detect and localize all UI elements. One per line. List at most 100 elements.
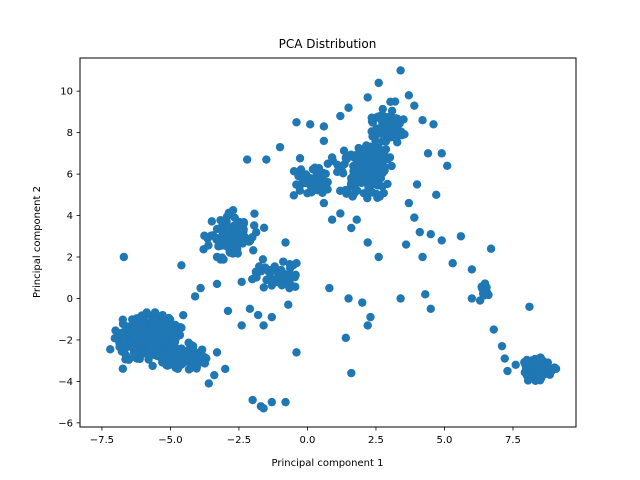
data-point	[500, 354, 509, 363]
data-point	[144, 329, 153, 338]
data-point	[305, 120, 315, 129]
y-tick-label: 8	[67, 128, 73, 139]
data-point	[363, 93, 372, 102]
data-point	[396, 66, 405, 75]
y-tick-label: −6	[58, 418, 73, 429]
data-point	[456, 232, 466, 241]
data-point	[489, 325, 498, 334]
data-point	[279, 257, 288, 266]
data-point	[292, 118, 301, 127]
data-point	[365, 174, 375, 184]
data-point	[379, 163, 388, 173]
scatter-points	[106, 66, 561, 413]
data-point	[387, 161, 396, 171]
y-tick-label: −2	[58, 335, 73, 346]
data-point	[212, 252, 222, 262]
data-point	[363, 193, 372, 203]
data-point	[374, 78, 383, 88]
data-point	[281, 238, 290, 247]
data-point	[374, 252, 383, 262]
x-tick-label: 0.0	[299, 435, 315, 446]
data-point	[353, 157, 363, 167]
data-point	[237, 231, 246, 241]
data-point	[341, 333, 351, 343]
data-point	[366, 142, 375, 151]
data-point	[106, 345, 115, 354]
x-tick-label: 5.0	[437, 435, 453, 446]
data-point	[295, 154, 305, 163]
data-point	[327, 215, 337, 224]
data-point	[467, 294, 477, 303]
data-point	[437, 149, 446, 158]
data-point	[258, 255, 268, 264]
data-point	[135, 354, 144, 364]
data-point	[353, 170, 362, 180]
data-point	[271, 275, 280, 285]
data-point	[281, 397, 290, 407]
data-point	[426, 304, 435, 314]
data-point	[128, 315, 137, 324]
data-point	[177, 355, 187, 364]
data-point	[367, 113, 376, 122]
data-point	[255, 267, 264, 276]
data-point	[184, 338, 193, 347]
data-point	[172, 349, 181, 359]
data-point	[385, 130, 395, 140]
y-tick-label: 10	[60, 87, 73, 98]
data-point	[210, 370, 219, 380]
data-point	[370, 169, 380, 178]
data-point	[153, 338, 163, 347]
data-point	[270, 262, 279, 271]
data-point	[292, 348, 301, 357]
data-point	[525, 302, 534, 311]
data-point	[291, 282, 300, 291]
data-point	[340, 159, 349, 169]
y-tick-label: 6	[67, 170, 73, 181]
data-point	[253, 310, 263, 320]
y-tick-label: −4	[58, 377, 73, 388]
data-point	[360, 147, 370, 157]
plot-frame	[79, 57, 577, 428]
data-point	[379, 188, 389, 198]
data-point	[264, 267, 273, 276]
data-point	[357, 178, 366, 188]
data-point	[165, 357, 174, 366]
data-point	[373, 193, 382, 203]
data-point	[285, 268, 294, 278]
data-point	[158, 310, 167, 320]
data-point	[353, 186, 362, 195]
data-point	[164, 313, 174, 323]
x-tick-label: −2.5	[227, 435, 251, 446]
data-point	[404, 198, 414, 208]
x-tick-label: −7.5	[90, 435, 114, 446]
data-point	[119, 252, 129, 262]
data-point	[294, 171, 303, 181]
data-point	[212, 348, 222, 357]
x-tick-label: 7.5	[505, 435, 521, 446]
data-point	[292, 259, 301, 268]
data-point	[341, 185, 350, 195]
data-point	[327, 153, 337, 162]
y-tick-label: 2	[67, 253, 73, 264]
data-point	[352, 215, 361, 224]
data-point	[228, 234, 237, 243]
data-point	[237, 321, 246, 330]
data-point	[397, 130, 407, 140]
data-point	[289, 191, 299, 200]
chart-title: PCA Distribution	[279, 37, 377, 51]
data-point	[157, 350, 167, 359]
x-tick-label: −5.0	[158, 435, 182, 446]
data-point	[222, 224, 232, 233]
data-point	[332, 167, 342, 177]
data-point	[249, 221, 259, 230]
data-point	[319, 198, 329, 208]
data-point	[521, 369, 531, 378]
data-point	[372, 124, 381, 133]
data-point	[245, 304, 255, 314]
data-point	[221, 364, 230, 374]
data-point	[204, 379, 213, 388]
data-point	[239, 225, 248, 234]
data-point	[426, 230, 435, 239]
data-point	[267, 397, 277, 407]
